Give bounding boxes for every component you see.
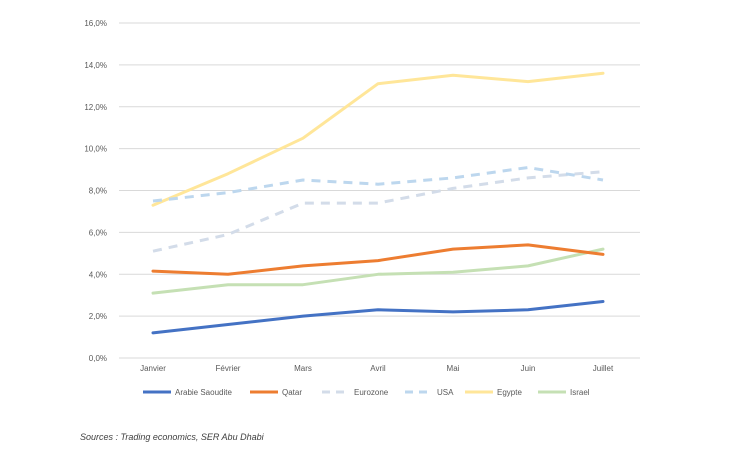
y-tick-label: 6,0% bbox=[89, 228, 107, 237]
y-tick-label: 14,0% bbox=[84, 61, 107, 70]
y-tick-label: 8,0% bbox=[89, 187, 107, 196]
y-axis-tick-labels: 0,0% 2,0% 4,0% 6,0% 8,0% 10,0% 12,0% 14,0% 16,0% bbox=[84, 19, 107, 363]
x-tick-label: Juillet bbox=[593, 364, 614, 373]
x-tick-label: Mars bbox=[294, 364, 312, 373]
y-tick-label: 2,0% bbox=[89, 312, 107, 321]
legend-label: Egypte bbox=[497, 388, 522, 397]
legend: Arabie Saoudite Qatar Eurozone USA Egypte Isr… bbox=[143, 388, 590, 397]
legend-label: Israel bbox=[570, 388, 590, 397]
source-note: Sources : Trading economics, SER Abu Dha… bbox=[80, 432, 264, 442]
series-line-israel bbox=[151, 247, 605, 295]
series-line-arabie-saoudite bbox=[151, 300, 605, 335]
gridlines bbox=[119, 22, 640, 359]
legend-label: Eurozone bbox=[354, 388, 389, 397]
series-line-usa bbox=[152, 166, 604, 203]
y-tick-label: 4,0% bbox=[89, 270, 107, 279]
series-lines bbox=[151, 71, 605, 335]
x-tick-label: Janvier bbox=[140, 364, 166, 373]
series-line-eurozone bbox=[152, 170, 604, 253]
x-tick-label: Avril bbox=[370, 364, 386, 373]
y-tick-label: 16,0% bbox=[84, 19, 107, 28]
legend-label: USA bbox=[437, 388, 454, 397]
y-tick-label: 12,0% bbox=[84, 103, 107, 112]
x-tick-label: Mai bbox=[447, 364, 460, 373]
series-line-egypte bbox=[151, 71, 605, 207]
y-tick-label: 10,0% bbox=[84, 145, 107, 154]
legend-label: Qatar bbox=[282, 388, 302, 397]
series-line-qatar bbox=[151, 243, 605, 276]
x-axis-tick-labels: Janvier Février Mars Avril Mai Juin Juillet bbox=[140, 364, 614, 373]
y-tick-label: 0,0% bbox=[89, 354, 107, 363]
x-tick-label: Juin bbox=[521, 364, 536, 373]
legend-label: Arabie Saoudite bbox=[175, 388, 232, 397]
x-tick-label: Février bbox=[216, 364, 241, 373]
